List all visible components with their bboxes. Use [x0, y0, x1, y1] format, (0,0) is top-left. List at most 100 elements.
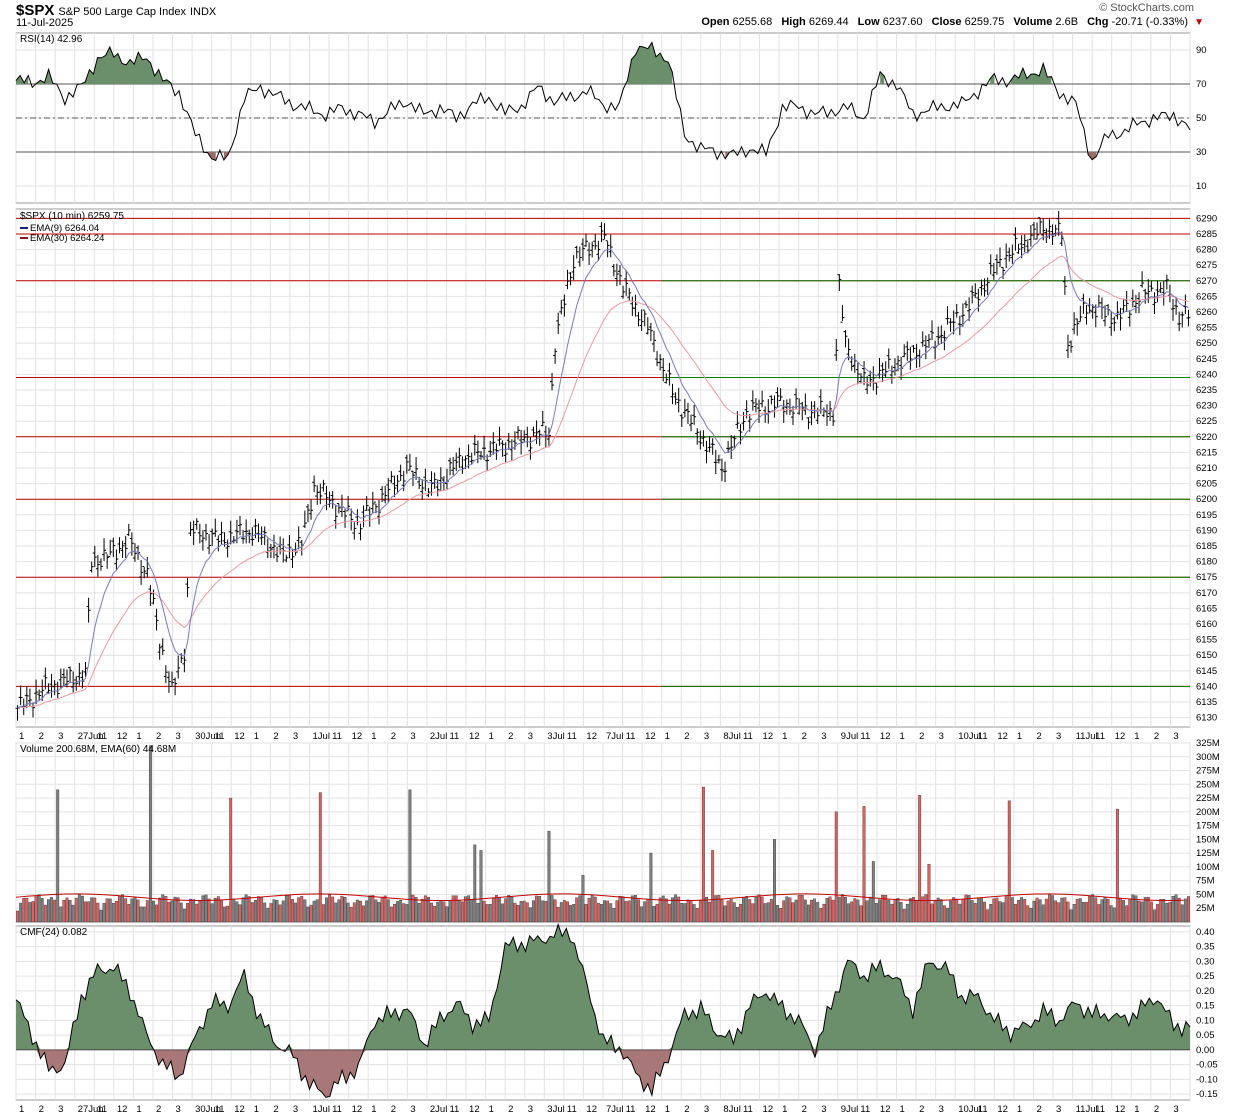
- volume-bar: [556, 906, 560, 923]
- x-tick-label: 2: [802, 731, 807, 742]
- price-bar: [398, 464, 403, 482]
- price-bar: [960, 303, 965, 327]
- rsi-title: RSI(14) 42.96: [20, 34, 83, 45]
- x-tick-label: 3: [821, 731, 826, 742]
- price-bar: [1081, 293, 1086, 314]
- volume-bar: [1075, 898, 1079, 923]
- price-bar: [886, 348, 891, 369]
- volume-bar: [371, 895, 375, 923]
- price-bar: [259, 526, 264, 545]
- volume-bar: [133, 896, 137, 923]
- price-bar: [1186, 309, 1191, 327]
- price-bar: [194, 518, 199, 530]
- volume-bar: [448, 900, 452, 923]
- volume-bar: [436, 901, 440, 923]
- volume-bar: [229, 797, 233, 923]
- price-bar: [608, 234, 613, 258]
- x-tick-label: 1: [489, 1104, 494, 1115]
- y-tick-label: 6165: [1196, 603, 1217, 614]
- volume-bar: [606, 900, 610, 923]
- price-bar: [265, 538, 270, 559]
- price-bar: [1109, 310, 1114, 336]
- y-tick-label: 6225: [1196, 416, 1217, 427]
- volume-bar: [618, 895, 622, 923]
- x-tick-label: 3: [528, 1104, 533, 1115]
- price-bar: [775, 387, 780, 408]
- volume-bar: [244, 894, 248, 923]
- volume-bar: [284, 895, 288, 923]
- price-bar: [315, 485, 320, 505]
- volume-bar: [1017, 900, 1020, 923]
- x-tick-label: 3: [293, 731, 298, 742]
- x-tick-label: 1: [900, 1104, 905, 1115]
- volume-bar: [124, 898, 128, 923]
- volume-bar: [1131, 894, 1135, 923]
- volume-bar: [479, 850, 483, 923]
- volume-bar: [346, 902, 350, 923]
- price-bar: [1050, 224, 1055, 245]
- price-bar: [1090, 304, 1095, 319]
- x-tick-label: 1: [371, 731, 376, 742]
- price-bar: [380, 486, 385, 503]
- y-tick-label: 0.00: [1196, 1045, 1215, 1056]
- volume-bar: [773, 839, 776, 923]
- volume-bar: [427, 896, 430, 923]
- price-bar: [1155, 280, 1160, 303]
- volume-bar: [698, 900, 702, 923]
- volume-bar: [152, 900, 155, 923]
- volume-bar: [164, 896, 168, 923]
- price-bar: [689, 414, 694, 432]
- volume-bar: [19, 902, 23, 923]
- x-tick-label: 7Jul: [606, 731, 623, 742]
- volume-bar: [1085, 902, 1088, 923]
- price-bar: [639, 309, 644, 331]
- price-bar: [534, 420, 539, 444]
- y-tick-label: 6260: [1196, 307, 1217, 318]
- x-tick-label: 3: [704, 731, 709, 742]
- price-bar: [750, 390, 755, 411]
- price-bar: [806, 417, 811, 430]
- price-bar: [86, 597, 91, 623]
- volume-bar: [896, 898, 900, 923]
- index-name: S&P 500 Large Cap Index: [58, 6, 186, 18]
- price-bar: [451, 456, 456, 476]
- y-tick-label: 6140: [1196, 681, 1217, 692]
- volume-bar: [504, 898, 508, 923]
- price-bar: [1143, 288, 1148, 304]
- x-tick-label: 1: [136, 731, 141, 742]
- price-bar: [719, 458, 724, 482]
- y-tick-label: 6180: [1196, 557, 1217, 568]
- volume-bar: [1106, 898, 1110, 923]
- x-tick-label: 2: [508, 731, 513, 742]
- volume-bar: [195, 903, 199, 923]
- low-value: 6237.60: [882, 16, 923, 28]
- volume-bar: [297, 897, 301, 923]
- x-tick-label: 3: [176, 1104, 181, 1115]
- price-bar: [973, 283, 978, 298]
- volume-bar: [1115, 808, 1119, 923]
- price-bar: [769, 395, 774, 405]
- volume-bar: [569, 905, 572, 923]
- cmf-positive-area: [16, 924, 1190, 1050]
- volume-bar: [114, 901, 118, 923]
- price-bar: [760, 390, 765, 408]
- brand-link[interactable]: © StockCharts.com: [1099, 2, 1194, 14]
- price-bar: [800, 401, 805, 421]
- price-bar: [132, 543, 137, 562]
- volume-bar: [593, 896, 597, 923]
- price-bar: [855, 361, 860, 385]
- volume-bar: [887, 899, 891, 923]
- price-bar: [95, 555, 100, 577]
- volume-bar: [797, 895, 801, 923]
- volume-bar: [692, 904, 696, 923]
- volume-bar: [915, 900, 919, 923]
- x-tick-label: 12: [352, 1104, 363, 1115]
- volume-bar: [260, 897, 264, 923]
- x-tick-label: 27Jun: [78, 731, 104, 742]
- volume-bar: [949, 900, 952, 923]
- price-bar: [889, 365, 894, 384]
- x-tick-label: 27Jun: [78, 1104, 104, 1115]
- price-bar: [92, 545, 97, 567]
- volume-bar: [633, 895, 637, 923]
- volume-bar: [1103, 896, 1107, 923]
